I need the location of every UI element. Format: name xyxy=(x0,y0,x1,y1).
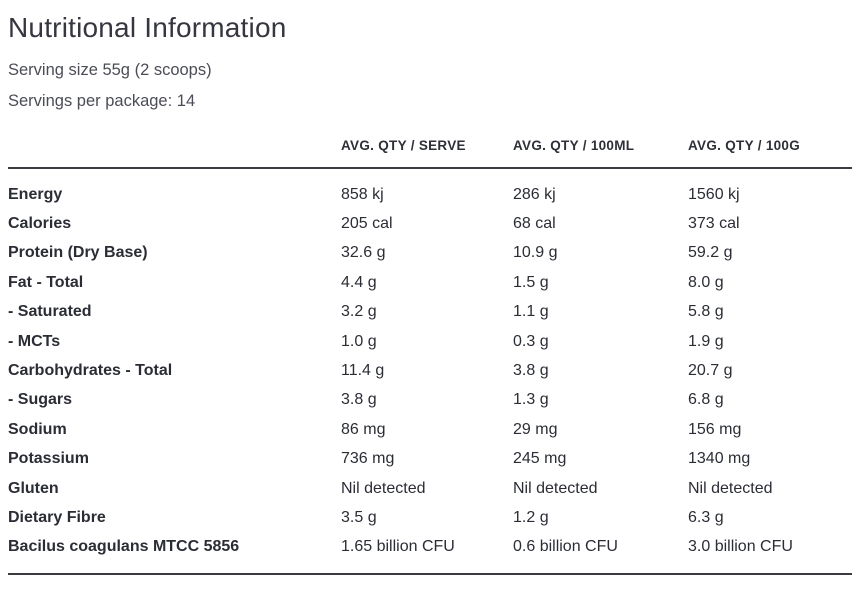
row-label: Gluten xyxy=(8,479,59,497)
value-per-100g: 20.7 g xyxy=(688,362,733,380)
table-body: Energy 858 kj 286 kj 1560 kj Calories 20… xyxy=(8,167,852,576)
value-per-100g: 6.8 g xyxy=(688,391,724,409)
row-label: Carbohydrates - Total xyxy=(8,362,173,380)
value-per-serve: 205 cal xyxy=(341,215,393,233)
row-label: Energy xyxy=(8,185,63,203)
column-header-per-100ml: AVG. QTY / 100ML xyxy=(513,138,635,153)
row-label: - MCTs xyxy=(8,332,61,350)
table-row: Dietary Fibre 3.5 g 1.2 g 6.3 g xyxy=(8,503,852,532)
servings-per-package-text: Servings per package: 14 xyxy=(8,92,196,110)
table-header-row: AVG. QTY / SERVE AVG. QTY / 100ML AVG. Q… xyxy=(8,138,852,167)
row-label: - Saturated xyxy=(8,303,92,321)
table-row: Gluten Nil detected Nil detected Nil det… xyxy=(8,474,852,503)
value-per-100ml: 0.6 billion CFU xyxy=(513,538,618,556)
value-per-100ml: 3.8 g xyxy=(513,362,549,380)
value-per-100g: Nil detected xyxy=(688,479,773,497)
value-per-100g: 8.0 g xyxy=(688,273,724,291)
value-per-serve: 3.5 g xyxy=(341,508,377,526)
value-per-serve: 4.4 g xyxy=(341,273,377,291)
table-row: Potassium 736 mg 245 mg 1340 mg xyxy=(8,445,852,474)
row-label: Fat - Total xyxy=(8,273,84,291)
nutrition-panel: Nutritional Information Serving size 55g… xyxy=(0,12,858,576)
page-title: Nutritional Information xyxy=(8,12,287,43)
value-per-100g: 1340 mg xyxy=(688,450,751,468)
row-label: Dietary Fibre xyxy=(8,508,106,526)
value-per-serve: 11.4 g xyxy=(341,362,385,380)
table-row: - Sugars 3.8 g 1.3 g 6.8 g xyxy=(8,386,852,415)
value-per-serve: 736 mg xyxy=(341,450,395,468)
value-per-100g: 1560 kj xyxy=(688,185,740,203)
table-row: Protein (Dry Base) 32.6 g 10.9 g 59.2 g xyxy=(8,239,852,268)
row-label: Bacilus coagulans MTCC 5856 xyxy=(8,538,240,556)
value-per-serve: 32.6 g xyxy=(341,244,386,262)
value-per-100g: 6.3 g xyxy=(688,508,724,526)
value-per-serve: 3.8 g xyxy=(341,391,377,409)
value-per-100g: 373 cal xyxy=(688,215,740,233)
table-row: - MCTs 1.0 g 0.3 g 1.9 g xyxy=(8,327,852,356)
value-per-100ml: 29 mg xyxy=(513,420,558,438)
row-label: - Sugars xyxy=(8,391,73,409)
table-row: Sodium 86 mg 29 mg 156 mg xyxy=(8,415,852,444)
value-per-serve: 3.2 g xyxy=(341,303,377,321)
column-header-per-serve: AVG. QTY / SERVE xyxy=(341,138,466,153)
row-label: Calories xyxy=(8,215,72,233)
table-row: Carbohydrates - Total 11.4 g 3.8 g 20.7 … xyxy=(8,356,852,385)
value-per-100ml: 1.3 g xyxy=(513,391,549,409)
table-row: Bacilus coagulans MTCC 5856 1.65 billion… xyxy=(8,533,852,562)
table-row: Energy 858 kj 286 kj 1560 kj xyxy=(8,180,852,209)
value-per-serve: Nil detected xyxy=(341,479,426,497)
value-per-100ml: 0.3 g xyxy=(513,332,549,350)
value-per-100ml: Nil detected xyxy=(513,479,598,497)
value-per-100ml: 1.5 g xyxy=(513,273,549,291)
value-per-100g: 156 mg xyxy=(688,420,742,438)
row-label: Potassium xyxy=(8,450,89,468)
value-per-100g: 3.0 billion CFU xyxy=(688,538,793,556)
value-per-100g: 1.9 g xyxy=(688,332,724,350)
value-per-100g: 59.2 g xyxy=(688,244,733,262)
row-label: Protein (Dry Base) xyxy=(8,244,148,262)
value-per-serve: 1.65 billion CFU xyxy=(341,538,455,556)
serving-size-text: Serving size 55g (2 scoops) xyxy=(8,61,212,79)
value-per-serve: 858 kj xyxy=(341,185,384,203)
value-per-100g: 5.8 g xyxy=(688,303,724,321)
value-per-serve: 86 mg xyxy=(341,420,386,438)
nutrition-table: AVG. QTY / SERVE AVG. QTY / 100ML AVG. Q… xyxy=(8,138,852,576)
value-per-100ml: 245 mg xyxy=(513,450,567,468)
value-per-100ml: 1.1 g xyxy=(513,303,549,321)
table-row: - Saturated 3.2 g 1.1 g 5.8 g xyxy=(8,298,852,327)
table-row: Fat - Total 4.4 g 1.5 g 8.0 g xyxy=(8,268,852,297)
value-per-serve: 1.0 g xyxy=(341,332,377,350)
value-per-100ml: 10.9 g xyxy=(513,244,558,262)
value-per-100ml: 1.2 g xyxy=(513,508,549,526)
table-row: Calories 205 cal 68 cal 373 cal xyxy=(8,209,852,238)
value-per-100ml: 286 kj xyxy=(513,185,556,203)
column-header-per-100g: AVG. QTY / 100G xyxy=(688,138,801,153)
value-per-100ml: 68 cal xyxy=(513,215,556,233)
row-label: Sodium xyxy=(8,420,67,438)
